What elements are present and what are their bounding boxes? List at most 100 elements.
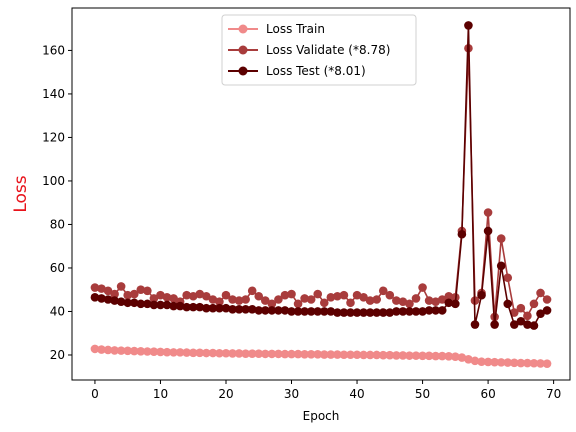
data-point: [175, 348, 185, 357]
data-point: [411, 294, 421, 303]
data-point: [195, 289, 205, 299]
data-point: [378, 308, 388, 317]
data-point: [280, 306, 290, 315]
data-point: [457, 229, 467, 239]
data-point: [234, 305, 244, 314]
data-point: [195, 302, 205, 312]
data-point: [261, 306, 270, 315]
data-point: [477, 290, 486, 300]
data-point: [359, 308, 368, 317]
data-point: [143, 299, 152, 309]
data-point: [247, 305, 257, 314]
data-point: [444, 291, 454, 301]
data-point: [365, 308, 375, 317]
legend-label-loss-test: Loss Test (*8.01): [266, 64, 366, 78]
data-point: [280, 349, 290, 359]
data-point: [339, 308, 349, 317]
data-point: [156, 300, 165, 310]
series-1: [90, 43, 552, 322]
data-point: [129, 346, 139, 356]
data-point: [326, 307, 336, 316]
data-point: [313, 289, 323, 299]
data-point: [123, 290, 132, 300]
legend-entry-loss-train: Loss Train: [228, 22, 325, 36]
data-point: [483, 226, 493, 236]
data-point: [319, 298, 329, 308]
data-point: [234, 349, 244, 358]
data-point: [496, 261, 506, 271]
data-point: [542, 359, 552, 368]
data-point: [372, 295, 382, 304]
data-point: [182, 302, 191, 312]
y-tick-label: 140: [42, 87, 65, 101]
data-point: [287, 289, 296, 299]
series-2: [90, 21, 552, 330]
data-point: [313, 350, 323, 359]
data-point: [392, 307, 401, 316]
data-point: [523, 358, 532, 368]
data-point: [175, 301, 185, 311]
data-point: [339, 350, 349, 360]
data-point: [431, 351, 440, 361]
data-point: [398, 307, 408, 316]
data-point: [392, 296, 401, 305]
data-point: [503, 299, 513, 309]
data-point: [326, 293, 336, 302]
data-point: [378, 286, 388, 296]
data-point: [405, 299, 414, 309]
y-tick-label: 100: [42, 174, 65, 188]
data-point: [182, 290, 191, 300]
data-point: [529, 321, 539, 330]
data-point: [424, 296, 434, 305]
data-point: [444, 298, 454, 308]
y-tick-label: 160: [42, 43, 65, 57]
data-point: [333, 308, 342, 317]
data-point: [162, 300, 172, 310]
y-tick-label: 20: [50, 348, 65, 362]
data-point: [411, 307, 421, 316]
data-point: [90, 344, 100, 354]
data-point: [306, 295, 316, 304]
data-point: [496, 234, 506, 243]
data-point: [254, 349, 264, 358]
data-point: [346, 298, 355, 308]
data-point: [221, 290, 231, 300]
data-point: [444, 351, 454, 361]
data-point: [195, 348, 205, 358]
x-tick-label: 10: [153, 387, 168, 401]
data-point: [228, 349, 237, 358]
data-point: [418, 283, 427, 292]
data-point: [319, 350, 329, 359]
data-point: [123, 346, 132, 356]
data-point: [352, 308, 362, 317]
data-point: [477, 357, 486, 367]
y-tick-label: 120: [42, 130, 65, 144]
data-point: [437, 295, 447, 304]
data-point: [523, 311, 532, 321]
data-point: [254, 306, 264, 315]
data-point: [365, 296, 375, 305]
data-point: [542, 295, 552, 304]
data-point: [536, 288, 545, 298]
data-point: [123, 298, 132, 308]
data-point: [510, 358, 519, 368]
legend-entry-loss-test: Loss Test (*8.01): [228, 64, 366, 78]
data-point: [313, 307, 323, 316]
data-point: [516, 358, 526, 368]
data-point: [398, 297, 408, 306]
data-point: [293, 299, 303, 309]
legend-label-loss-validate: Loss Validate (*8.78): [266, 43, 390, 57]
data-point: [319, 307, 329, 316]
data-point: [169, 301, 178, 311]
data-point: [424, 351, 434, 361]
data-point: [202, 348, 211, 358]
legend-marker-loss-train: [238, 24, 248, 34]
data-point: [110, 296, 119, 305]
plot-frame: [71, 7, 571, 381]
data-point: [241, 349, 250, 358]
data-point: [510, 308, 519, 317]
data-point: [202, 303, 211, 313]
data-point: [293, 307, 303, 316]
data-point: [339, 290, 349, 300]
